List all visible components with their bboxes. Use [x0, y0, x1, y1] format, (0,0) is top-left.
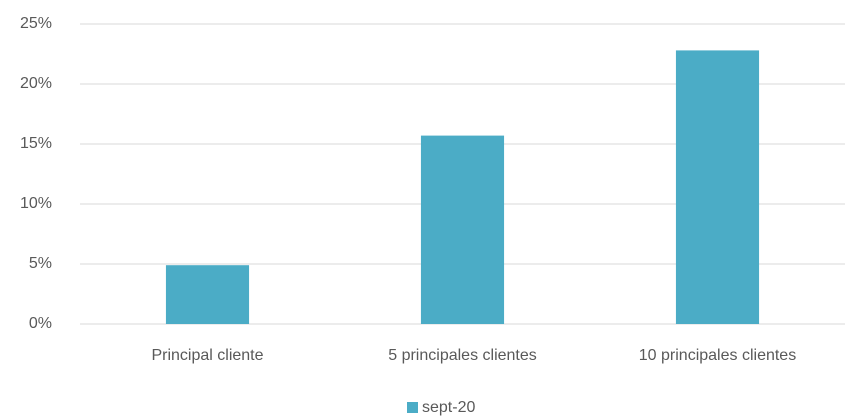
x-tick-label: 5 principales clientes: [388, 347, 537, 364]
y-tick-label: 5%: [29, 255, 52, 272]
bar: [420, 135, 505, 324]
y-tick-label: 15%: [20, 135, 52, 152]
bar: [165, 265, 250, 324]
x-tick-label: 10 principales clientes: [639, 347, 796, 364]
y-tick-label: 20%: [20, 75, 52, 92]
y-tick-label: 25%: [20, 15, 52, 32]
bar: [675, 50, 760, 325]
y-tick-label: 0%: [29, 315, 52, 332]
x-tick-label: Principal cliente: [151, 347, 263, 364]
legend-swatch: [407, 402, 418, 413]
y-tick-label: 10%: [20, 195, 52, 212]
legend-label: sept-20: [422, 399, 475, 416]
